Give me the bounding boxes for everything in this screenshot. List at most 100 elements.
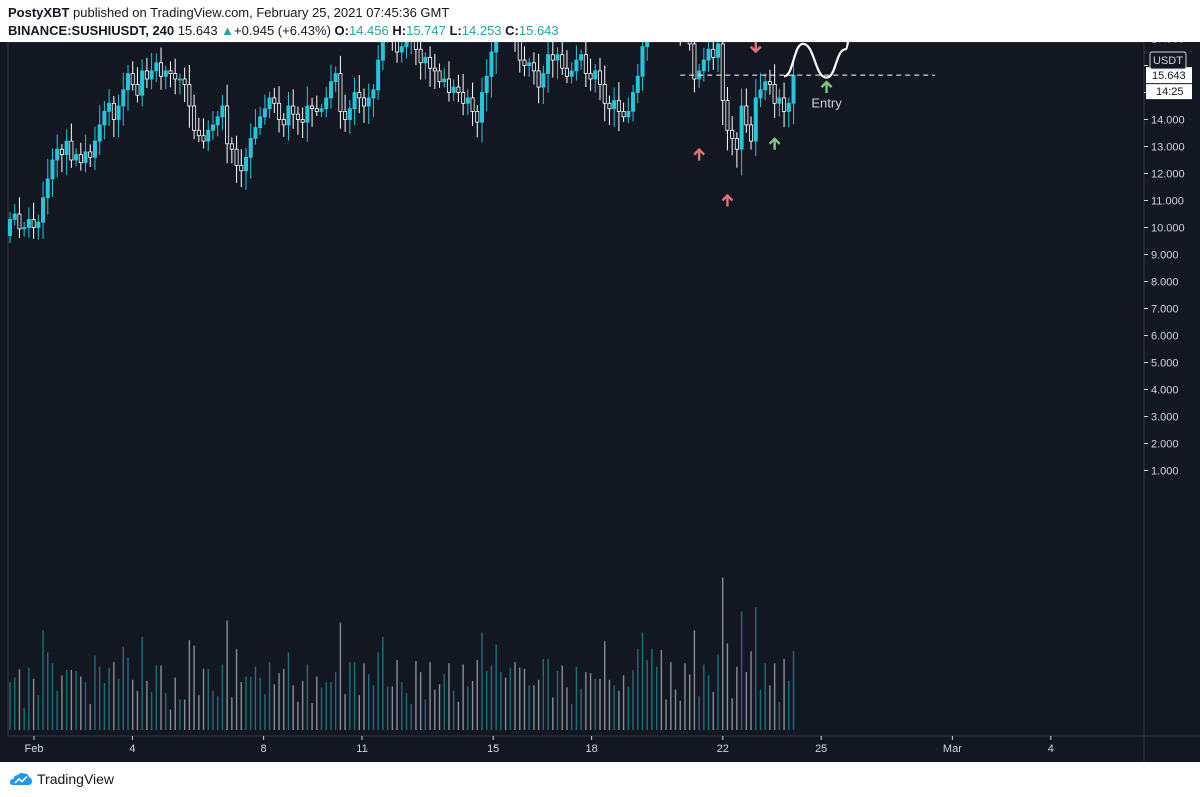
candle-body — [465, 97, 470, 104]
candle-body — [564, 67, 569, 77]
candle-body — [645, 24, 650, 48]
candle-body — [484, 75, 489, 93]
candle-body — [168, 70, 173, 74]
candle-body — [701, 59, 706, 72]
candle-body — [475, 111, 480, 123]
candle-body — [31, 218, 36, 228]
candle-body — [470, 97, 475, 112]
y-tick-label: 7.000 — [1151, 304, 1179, 316]
candle-body — [97, 124, 102, 142]
candle-body — [206, 129, 211, 142]
y-tick-label: 8.000 — [1151, 277, 1179, 289]
candle-body — [116, 105, 121, 120]
candle-body — [74, 154, 79, 161]
candle-body — [281, 119, 286, 126]
candle-body — [607, 102, 612, 110]
candle-body — [239, 165, 244, 172]
volume-bars — [9, 577, 795, 730]
candle-body — [413, 35, 418, 50]
candle-body — [234, 148, 239, 166]
candle-body — [428, 56, 433, 69]
candle-body — [730, 129, 735, 139]
candle-body — [361, 97, 366, 107]
x-tick-label: 8 — [261, 743, 267, 755]
candle-body — [352, 92, 357, 110]
candle-body — [69, 140, 74, 161]
symbol-name[interactable]: BINANCE:SUSHIUSDT, 240 — [8, 23, 175, 38]
candle-body — [569, 70, 574, 77]
candle-body — [291, 105, 296, 115]
candle-body — [267, 97, 272, 110]
candle-body — [631, 92, 636, 112]
y-tick-label: 4.000 — [1151, 385, 1179, 397]
x-tick-label: 4 — [129, 743, 135, 755]
candle-body — [319, 108, 324, 112]
price-axis: 1.000 2.000 3.000 4.000 5.000 6.000 7.000 8.000… — [1144, 7, 1192, 478]
candle-body — [758, 89, 763, 99]
candle-body — [126, 73, 131, 91]
y-tick-label: 10.000 — [1151, 223, 1185, 235]
candle-body — [399, 46, 404, 53]
candle-body — [635, 75, 640, 93]
candle-body — [83, 151, 88, 164]
candle-body — [555, 54, 560, 61]
candle-body — [692, 43, 697, 80]
candle-body — [574, 59, 579, 72]
brand-name[interactable]: TradingView — [37, 771, 115, 787]
candle-body — [546, 54, 551, 74]
candle-body — [376, 59, 381, 91]
change-value: +0.945 (+6.43%) — [234, 23, 331, 38]
candle-body — [277, 102, 282, 120]
close-value: 15.643 — [518, 23, 559, 38]
candle-body — [456, 86, 461, 93]
candle-body — [201, 135, 206, 142]
candle-body — [598, 70, 603, 85]
chart-area[interactable]: 1.000 2.000 3.000 4.000 5.000 6.000 7.000 8.000… — [0, 0, 1200, 762]
candle-body — [494, 29, 499, 53]
candle-body — [295, 113, 300, 120]
candle-body — [36, 221, 41, 228]
candle-body — [258, 116, 263, 129]
candle-body — [102, 111, 107, 126]
candle-body — [791, 74, 796, 104]
candle-body — [541, 73, 546, 88]
y-tick-label: 3.000 — [1151, 412, 1179, 424]
y-tick-label: 5.000 — [1151, 358, 1179, 370]
candle-body — [725, 100, 730, 131]
candle-body — [41, 197, 46, 223]
y-tick-label: 17.000 — [1151, 42, 1185, 46]
high-value: 15.747 — [406, 23, 446, 38]
y-tick-label: 9.000 — [1151, 250, 1179, 262]
y-tick-label: 13.000 — [1151, 142, 1185, 154]
candle-body — [225, 105, 230, 145]
candle-body — [286, 105, 291, 126]
candle-body — [786, 102, 791, 112]
candle-body — [338, 73, 343, 112]
candle-body — [716, 43, 721, 58]
candle-body — [432, 67, 437, 72]
symbol-info-bar: BINANCE:SUSHIUSDT, 240 15.643 ▲+0.945 (+… — [8, 23, 559, 38]
candle-body — [324, 97, 329, 110]
candle-body — [579, 54, 584, 61]
candle-body — [121, 89, 126, 107]
candle-body — [763, 81, 768, 91]
candle-body — [536, 70, 541, 88]
candle-body — [437, 70, 442, 83]
tradingview-logo-icon — [10, 773, 32, 785]
x-tick-label: 15 — [487, 743, 499, 755]
currency-label[interactable]: USDT — [1149, 51, 1187, 70]
candle-body — [262, 108, 267, 118]
author-name[interactable]: PostyXBT — [8, 5, 70, 20]
candle-body — [210, 124, 215, 131]
candle-body — [772, 84, 777, 104]
candle-body — [26, 218, 31, 228]
candle-body — [711, 48, 716, 58]
candle-body — [248, 138, 253, 158]
candle-body — [720, 43, 725, 102]
candle-body — [739, 105, 744, 150]
price-chart[interactable]: 1.000 2.000 3.000 4.000 5.000 6.000 7.000 8.000… — [0, 0, 1200, 762]
candle-body — [616, 100, 621, 112]
x-tick-label: 22 — [717, 743, 729, 755]
candle-body — [583, 54, 588, 74]
candle-body — [621, 111, 626, 118]
